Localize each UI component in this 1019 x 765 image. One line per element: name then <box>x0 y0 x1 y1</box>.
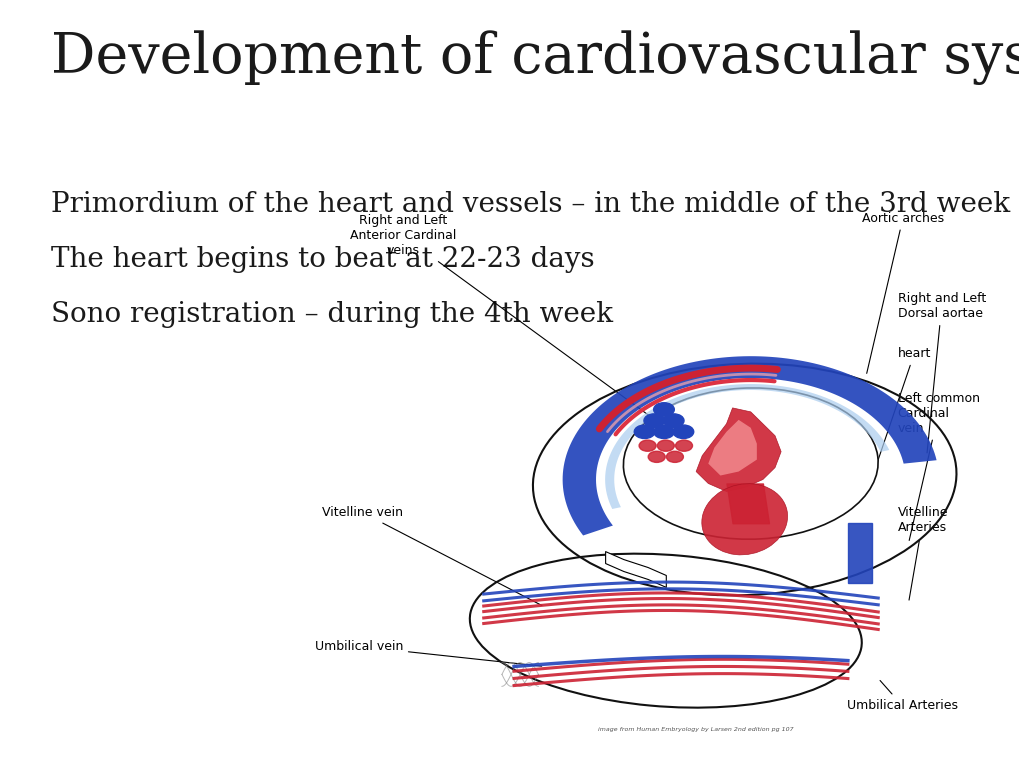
Circle shape <box>656 440 674 451</box>
Circle shape <box>675 440 692 451</box>
Text: Aortic arches: Aortic arches <box>861 212 944 373</box>
Text: Right and Left
Dorsal aortae: Right and Left Dorsal aortae <box>897 292 985 453</box>
Circle shape <box>653 402 674 416</box>
Text: Vitelline vein: Vitelline vein <box>322 506 541 606</box>
Text: Left common
Cardinal
vein: Left common Cardinal vein <box>897 392 978 540</box>
Circle shape <box>662 414 684 428</box>
Circle shape <box>647 451 664 462</box>
Circle shape <box>653 425 674 438</box>
Polygon shape <box>604 384 889 509</box>
Text: Development of cardiovascular system: Development of cardiovascular system <box>51 31 1019 86</box>
Circle shape <box>634 425 654 438</box>
Polygon shape <box>707 420 756 476</box>
Ellipse shape <box>623 388 877 539</box>
Circle shape <box>639 440 655 451</box>
Polygon shape <box>695 408 781 491</box>
Text: The heart begins to beat at 22-23 days: The heart begins to beat at 22-23 days <box>51 246 594 273</box>
Text: Right and Left
Anterior Cardinal
veins: Right and Left Anterior Cardinal veins <box>350 214 663 426</box>
Ellipse shape <box>701 483 787 555</box>
Text: image from Human Embryology by Larsen 2nd edition pg 107: image from Human Embryology by Larsen 2n… <box>598 727 793 732</box>
Circle shape <box>673 425 693 438</box>
Text: heart: heart <box>866 347 930 493</box>
Text: Primordium of the heart and vessels – in the middle of the 3rd week: Primordium of the heart and vessels – in… <box>51 191 1009 218</box>
Circle shape <box>643 414 664 428</box>
Polygon shape <box>562 356 935 536</box>
Polygon shape <box>847 523 871 583</box>
Text: Umbilical Arteries: Umbilical Arteries <box>846 681 957 711</box>
Circle shape <box>665 451 683 462</box>
Text: Sono registration – during the 4th week: Sono registration – during the 4th week <box>51 301 612 328</box>
Text: Vitelline
Arteries: Vitelline Arteries <box>897 506 948 600</box>
Text: Umbilical vein: Umbilical vein <box>314 640 541 666</box>
